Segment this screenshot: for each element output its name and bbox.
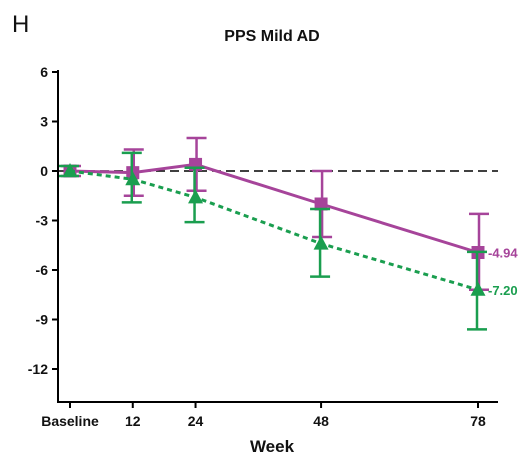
data-point-triangle bbox=[62, 163, 78, 177]
data-point-triangle bbox=[188, 189, 204, 204]
chart-title: PPS Mild AD bbox=[224, 28, 319, 45]
x-tick-label: 12 bbox=[125, 413, 141, 429]
end-value-label: -4.94 bbox=[488, 246, 518, 261]
panel-label: H bbox=[12, 11, 29, 38]
x-tick-label: 48 bbox=[313, 413, 329, 429]
y-tick-label: 6 bbox=[40, 64, 48, 80]
data-point-square bbox=[314, 197, 328, 211]
y-tick-label: -6 bbox=[36, 262, 49, 278]
x-tick-label: Baseline bbox=[41, 413, 99, 429]
x-tick-label: 24 bbox=[188, 413, 204, 429]
data-point-triangle bbox=[125, 171, 141, 186]
y-tick-label: 0 bbox=[40, 163, 48, 179]
x-ticks: Baseline 12 24 48 78 bbox=[41, 402, 486, 429]
y-tick-label: -3 bbox=[36, 213, 49, 229]
y-ticks: 6 3 0 -3 -6 -9 -12 bbox=[28, 64, 58, 377]
series-group: -4.94 -7.20 bbox=[59, 136, 518, 331]
series-2: -7.20 bbox=[59, 151, 518, 331]
data-point-triangle bbox=[470, 281, 486, 296]
y-tick-label: 3 bbox=[40, 114, 48, 130]
x-axis-title: Week bbox=[250, 437, 295, 456]
x-tick-label: 78 bbox=[470, 413, 486, 429]
y-tick-label: -12 bbox=[28, 361, 48, 377]
end-value-label: -7.20 bbox=[488, 283, 518, 298]
data-point-triangle bbox=[313, 235, 329, 250]
y-tick-label: -9 bbox=[36, 312, 49, 328]
series-1: -4.94 bbox=[61, 136, 518, 292]
